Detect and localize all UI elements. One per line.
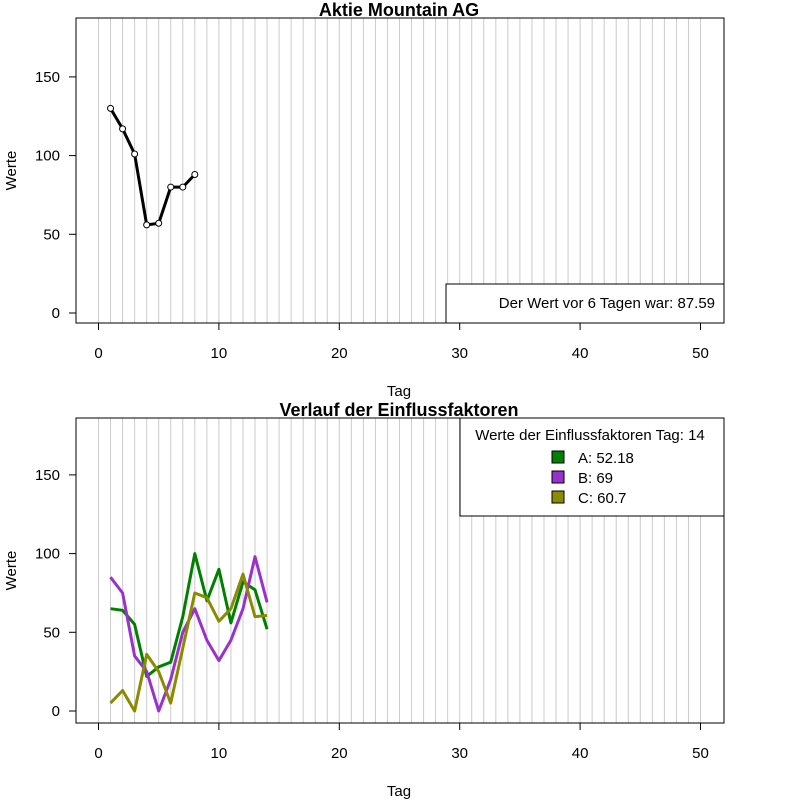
data-point	[167, 183, 175, 191]
y-tick-label: 150	[35, 467, 60, 484]
series-layer	[107, 104, 199, 229]
series-line-1	[110, 552, 269, 678]
x-tick-label: 0	[94, 345, 102, 362]
legend-swatch-c	[551, 490, 565, 504]
x-axis: 0 10 20 30 40 50	[94, 322, 709, 362]
chart-title: Aktie Mountain AG	[319, 0, 479, 20]
y-tick-label: 100	[35, 148, 60, 165]
x-axis-label: Tag	[387, 383, 411, 400]
factors-chart-panel: 0 10 20 30 40 50 0 50 100 150 Verlauf der Einflu…	[3, 400, 725, 800]
y-tick-label: 50	[43, 624, 60, 641]
y-tick-label: 0	[52, 305, 60, 322]
legend-entry-b: B: 69	[578, 470, 613, 487]
y-axis: 0 50 100 150	[35, 69, 77, 322]
y-tick-label: 150	[35, 69, 60, 86]
vertical-grid-lines	[98, 18, 701, 323]
series-layer	[109, 552, 269, 713]
chart-title: Verlauf der Einflussfaktoren	[279, 400, 518, 420]
x-tick-label: 0	[94, 745, 102, 762]
x-tick-label: 40	[572, 345, 589, 362]
y-tick-label: 100	[35, 546, 60, 563]
x-tick-label: 10	[211, 745, 228, 762]
legend-title: Werte der Einflussfaktoren Tag: 14	[475, 427, 705, 444]
legend-swatch-b	[551, 470, 565, 484]
x-tick-label: 20	[331, 345, 348, 362]
data-point	[155, 219, 163, 227]
annotation-box: Der Wert vor 6 Tagen war: 87.59	[445, 283, 725, 324]
x-tick-label: 50	[692, 745, 709, 762]
x-axis: 0 10 20 30 40 50	[94, 722, 709, 762]
y-axis-label: Werte	[3, 551, 20, 591]
series-line-3	[109, 572, 268, 713]
legend-entry-a: A: 52.18	[578, 450, 634, 467]
x-tick-label: 30	[451, 745, 468, 762]
legend: Werte der Einflussfaktoren Tag: 14 A: 52…	[459, 417, 725, 517]
x-tick-label: 30	[451, 345, 468, 362]
y-tick-label: 50	[43, 226, 60, 243]
y-tick-label: 0	[52, 703, 60, 720]
data-point	[179, 183, 187, 191]
legend-frame	[459, 417, 725, 517]
x-tick-label: 50	[692, 345, 709, 362]
legend-entry-c: C: 60.7	[578, 490, 626, 507]
data-point	[131, 150, 139, 158]
y-axis: 0 50 100 150	[35, 467, 77, 720]
x-axis-label: Tag	[387, 783, 411, 800]
x-tick-label: 20	[331, 745, 348, 762]
data-point	[191, 170, 199, 178]
y-axis-label: Werte	[3, 151, 20, 191]
x-tick-label: 10	[211, 345, 228, 362]
annotation-text: Der Wert vor 6 Tagen war: 87.59	[499, 295, 715, 312]
data-point	[119, 125, 127, 133]
data-point	[107, 104, 115, 112]
annotation-box-frame	[445, 283, 725, 324]
legend-swatch-a	[551, 450, 565, 464]
data-point	[143, 221, 151, 229]
x-tick-label: 40	[572, 745, 589, 762]
